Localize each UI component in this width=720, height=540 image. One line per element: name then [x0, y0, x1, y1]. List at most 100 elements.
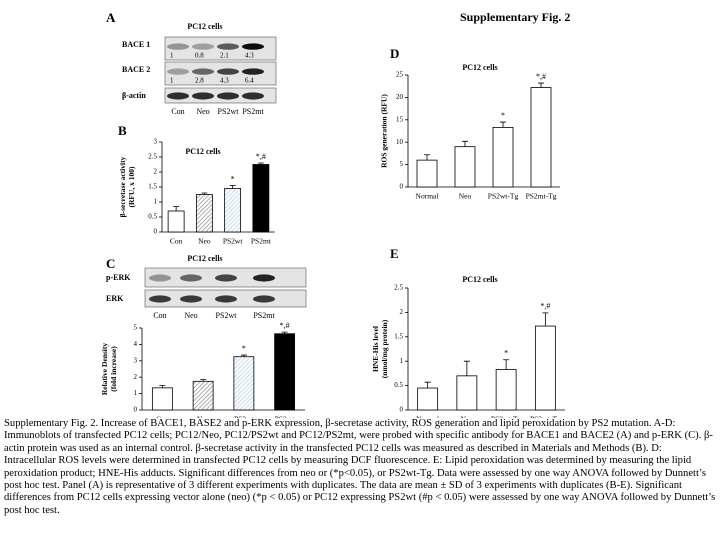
blot-band	[192, 43, 214, 50]
bar	[224, 188, 242, 233]
y-tick-label: 2	[154, 168, 158, 176]
y-axis-label: (RFU, x 100)	[127, 166, 136, 208]
lane-label: PS2wt	[218, 107, 240, 116]
y-axis-label: (nmol/mg protein)	[380, 319, 389, 378]
blot-quant: 1	[170, 52, 174, 60]
y-tick-label: 1	[134, 389, 138, 397]
blot-band	[253, 295, 275, 303]
x-tick-label: PS2mt-Tg	[526, 192, 557, 201]
blot-quant: 2.8	[195, 77, 204, 85]
error-bar	[503, 359, 510, 370]
blot-band	[180, 274, 202, 282]
y-tick-label: 2.5	[394, 284, 403, 292]
x-tick-label: PS2wt	[234, 415, 255, 418]
y-tick-label: 0	[400, 183, 404, 191]
x-tick-label: PS2mt	[251, 237, 272, 246]
y-tick-label: 20	[396, 93, 404, 101]
blot-band	[215, 274, 237, 282]
y-tick-label: 1	[400, 357, 404, 365]
bar	[534, 325, 556, 411]
y-axis-label: HNE-His level	[371, 326, 380, 372]
y-tick-label: 1.5	[394, 332, 403, 340]
bar	[151, 387, 173, 411]
significance-label: *	[504, 349, 508, 358]
y-tick-label: 25	[396, 71, 404, 79]
bar	[252, 164, 270, 233]
x-tick-label: PS2wt-Tg	[488, 192, 519, 201]
bar	[495, 369, 517, 411]
blot-quant: 2.1	[220, 52, 229, 60]
error-bar	[240, 354, 247, 357]
panel-label: A	[106, 10, 116, 25]
x-tick-label: PS2mt	[275, 415, 296, 418]
error-bar	[200, 379, 207, 382]
blot-band	[149, 295, 171, 303]
y-tick-label: 3	[134, 356, 138, 364]
blot-quant: 4.3	[220, 77, 229, 85]
error-bar	[462, 140, 468, 147]
blot-row-label: p-ERK	[106, 273, 131, 282]
bar	[274, 333, 296, 411]
y-tick-label: 1	[154, 198, 158, 206]
y-tick-label: 4	[134, 340, 138, 348]
blot-quant: 4.3	[245, 52, 254, 60]
chart-title: PC12 cells	[462, 275, 497, 284]
blot-row-label: ERK	[106, 294, 124, 303]
blot-band	[242, 92, 264, 100]
error-bar	[538, 82, 544, 88]
x-tick-label: PS2wt-Tg	[491, 415, 522, 418]
x-tick-label: Con	[170, 237, 183, 246]
blot-quant: 0.8	[195, 52, 204, 60]
bar	[167, 210, 185, 233]
blot-band	[215, 295, 237, 303]
error-bar	[463, 360, 470, 376]
y-axis-label: Relative Density	[100, 343, 109, 396]
bar	[456, 375, 478, 411]
blot-band	[167, 43, 189, 50]
lane-label: Neo	[184, 311, 197, 320]
blot-band	[180, 295, 202, 303]
bar	[530, 87, 552, 188]
blot-quant: 6.4	[245, 77, 254, 85]
blot-row-label: BACE 1	[122, 40, 150, 49]
significance-label: *,#	[540, 302, 550, 311]
blot-band	[217, 92, 239, 100]
y-tick-label: 0.5	[148, 213, 157, 221]
lane-label: Con	[153, 311, 166, 320]
blot-band	[217, 68, 239, 75]
lane-label: Con	[171, 107, 184, 116]
x-tick-label: Neo	[459, 192, 472, 201]
y-tick-label: 5	[400, 160, 404, 168]
blot-quant: 1	[170, 77, 174, 85]
error-bar	[201, 192, 208, 195]
blot-title: PC12 cells	[187, 22, 222, 31]
y-tick-label: 2	[134, 373, 138, 381]
bar	[416, 159, 438, 188]
x-tick-label: Neo	[198, 237, 211, 246]
panel-label: C	[106, 256, 115, 271]
blot-band	[242, 68, 264, 75]
significance-label: *,#	[256, 152, 266, 161]
panel-label: D	[390, 46, 399, 61]
x-tick-label: Neo	[461, 415, 474, 418]
y-tick-label: 2	[400, 308, 404, 316]
caption: Supplementary Fig. 2. Increase of BACE1,…	[4, 418, 716, 516]
significance-label: *	[231, 174, 235, 183]
bar	[492, 127, 514, 188]
significance-label: *	[501, 111, 505, 120]
lane-label: PS2wt	[216, 311, 238, 320]
blot-band	[192, 92, 214, 100]
blot-title: PC12 cells	[187, 254, 222, 263]
x-tick-label: Neo	[197, 415, 210, 418]
error-bar	[500, 121, 506, 128]
y-tick-label: 2.5	[148, 153, 157, 161]
blot-band	[167, 68, 189, 75]
lane-label: PS2mt	[242, 107, 264, 116]
bar	[417, 387, 439, 411]
error-bar	[424, 154, 430, 161]
x-tick-label: PS2mt-Tg	[530, 415, 561, 418]
error-bar	[173, 206, 180, 211]
chart-title: PC12 cells	[185, 147, 220, 156]
blot-row-label: β-actin	[122, 91, 146, 100]
